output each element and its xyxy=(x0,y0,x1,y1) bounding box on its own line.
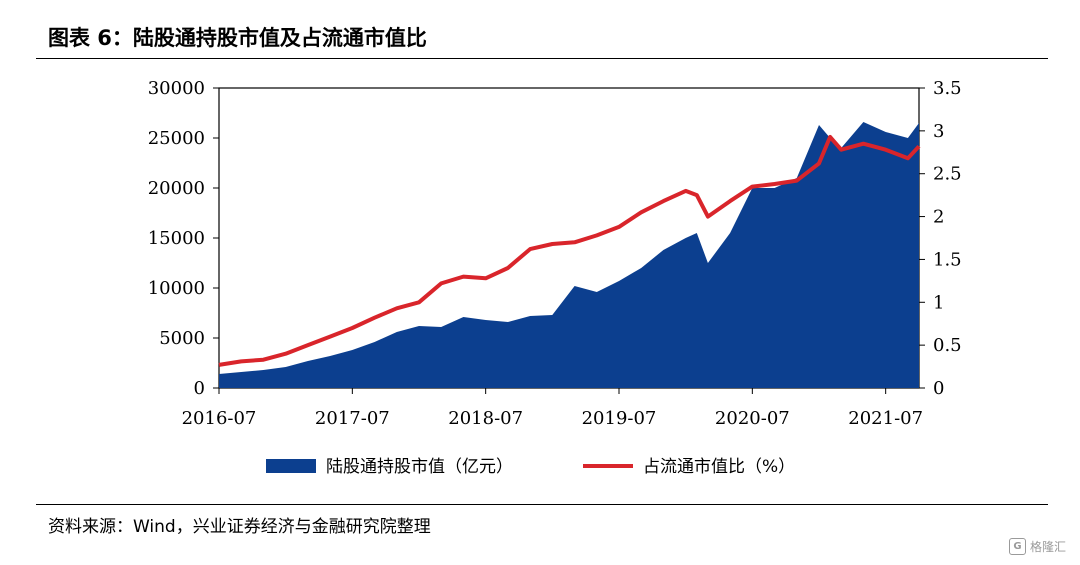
x-tick-label: 2021-07 xyxy=(848,408,923,429)
legend-swatch-area xyxy=(266,459,316,473)
right-tick-label: 0.5 xyxy=(933,335,962,356)
left-tick-label: 15000 xyxy=(148,228,205,249)
left-tick-label: 0 xyxy=(194,378,205,399)
title-rule xyxy=(36,58,1048,59)
left-tick-label: 5000 xyxy=(159,328,205,349)
watermark: G 格隆汇 xyxy=(1008,538,1066,555)
watermark-text: 格隆汇 xyxy=(1029,540,1066,554)
left-tick-label: 20000 xyxy=(148,178,205,199)
left-tick-label: 30000 xyxy=(148,78,205,99)
left-tick-label: 25000 xyxy=(148,128,205,149)
watermark-logo-icon: G xyxy=(1008,538,1026,555)
right-tick-label: 0 xyxy=(933,378,944,399)
right-tick-label: 1.5 xyxy=(933,249,962,270)
series-area-market-value xyxy=(219,122,919,388)
x-tick-label: 2019-07 xyxy=(582,408,657,429)
right-tick-label: 3.5 xyxy=(933,78,962,99)
source-note: 资料来源：Wind，兴业证券经济与金融研究院整理 xyxy=(48,517,431,537)
legend-label-line: 占流通市值比（%） xyxy=(643,457,795,477)
legend-label-area: 陆股通持股市值（亿元） xyxy=(326,457,513,477)
figure-title: 图表 6：陆股通持股市值及占流通市值比 xyxy=(48,26,427,50)
series-line-float-ratio xyxy=(218,134,921,367)
right-tick-label: 1 xyxy=(933,292,944,313)
right-tick-label: 3 xyxy=(933,121,944,142)
x-tick-label: 2017-07 xyxy=(315,408,390,429)
source-rule xyxy=(36,504,1048,505)
left-tick-label: 10000 xyxy=(148,278,205,299)
right-tick-label: 2.5 xyxy=(933,164,962,185)
right-tick-label: 2 xyxy=(933,207,944,228)
x-tick-label: 2016-07 xyxy=(182,408,257,429)
x-tick-label: 2020-07 xyxy=(715,408,790,429)
x-tick-label: 2018-07 xyxy=(448,408,523,429)
chart: 0 5000 10000 15000 20000 25000 30000 0 0.5 1 1.5 2 2… xyxy=(148,78,962,477)
